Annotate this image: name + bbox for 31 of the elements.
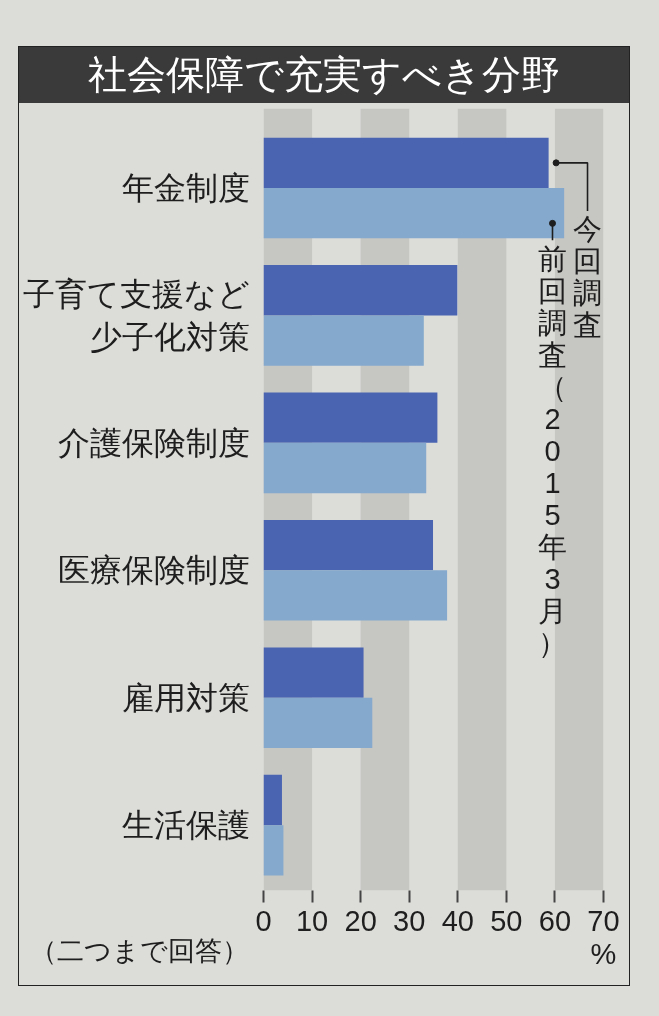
bar — [263, 570, 448, 621]
chart-title: 社会保障で充実すべき分野 — [88, 52, 560, 98]
bar — [263, 137, 549, 189]
y-tick-label: 年金制度 — [121, 170, 250, 207]
bar — [263, 697, 373, 749]
bar — [263, 647, 364, 698]
bar — [263, 265, 458, 316]
x-tick-label: 50 — [490, 904, 523, 937]
bar — [263, 825, 284, 876]
y-tick-label: 介護保険制度 — [57, 424, 250, 461]
x-tick-label: 60 — [538, 904, 572, 937]
y-tick-label: 雇用対策 — [121, 679, 250, 716]
bar — [263, 442, 427, 494]
x-tick-label: 70 — [587, 904, 620, 937]
x-tick-label: 20 — [344, 904, 377, 937]
bar — [263, 392, 438, 443]
bar — [263, 315, 424, 366]
x-axis-title: % — [590, 937, 617, 970]
y-tick-label: 生活保護 — [121, 807, 250, 844]
bar — [263, 519, 434, 571]
text: 前回調査（2015年3月） — [538, 242, 567, 659]
x-tick-label: 10 — [295, 904, 329, 937]
x-tick-label: 40 — [441, 904, 474, 937]
bar — [263, 188, 565, 239]
y-tick-label: 子育て支援など少子化対策 — [22, 275, 250, 356]
bar — [263, 774, 282, 826]
series-label: 今回調査 — [573, 213, 603, 342]
x-tick-label: 0 — [255, 904, 272, 937]
text: （二つまで回答） — [30, 935, 249, 968]
y-tick-label: 医療保険制度 — [57, 552, 250, 589]
x-tick-label: 30 — [393, 904, 426, 937]
